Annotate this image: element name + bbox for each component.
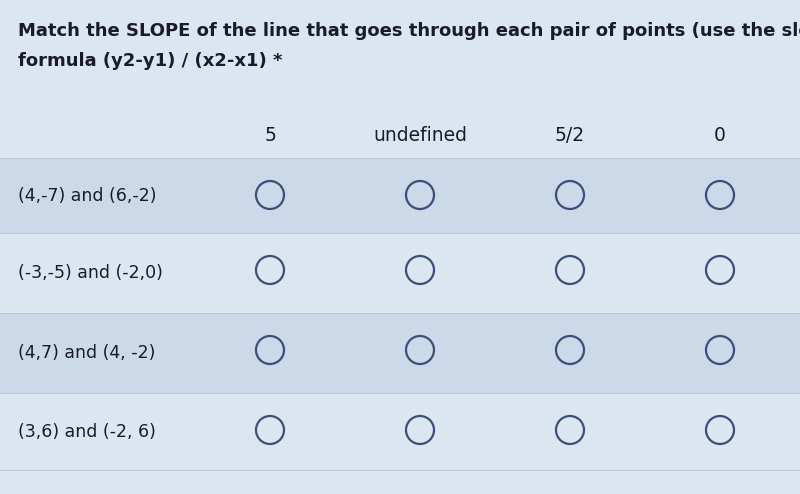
Text: (4,-7) and (6,-2): (4,-7) and (6,-2) <box>18 187 157 205</box>
Bar <box>0 313 800 393</box>
Text: (3,6) and (-2, 6): (3,6) and (-2, 6) <box>18 422 156 441</box>
Text: formula (y2-y1) / (x2-x1) *: formula (y2-y1) / (x2-x1) * <box>18 52 282 70</box>
Text: (4,7) and (4, -2): (4,7) and (4, -2) <box>18 344 155 362</box>
Text: 0: 0 <box>714 125 726 145</box>
Bar <box>0 233 800 313</box>
Text: 5/2: 5/2 <box>555 125 585 145</box>
Text: undefined: undefined <box>373 125 467 145</box>
Text: 5: 5 <box>264 125 276 145</box>
Bar <box>0 393 800 470</box>
Text: Match the SLOPE of the line that goes through each pair of points (use the slope: Match the SLOPE of the line that goes th… <box>18 22 800 40</box>
Text: (-3,-5) and (-2,0): (-3,-5) and (-2,0) <box>18 264 163 282</box>
Bar <box>0 158 800 233</box>
